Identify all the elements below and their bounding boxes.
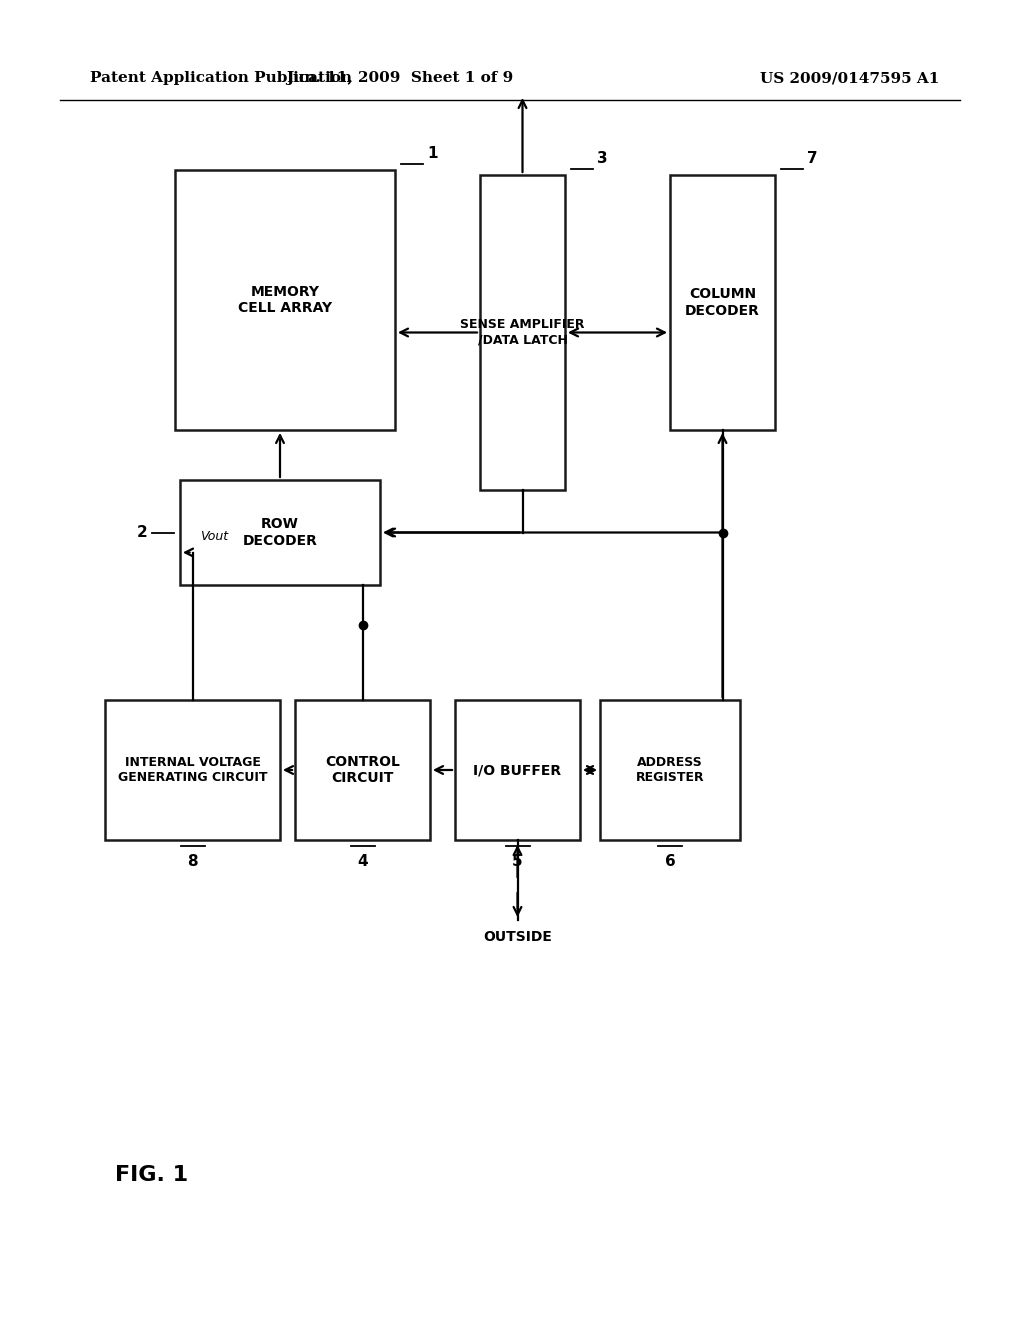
Text: INTERNAL VOLTAGE
GENERATING CIRCUIT: INTERNAL VOLTAGE GENERATING CIRCUIT <box>118 756 267 784</box>
Text: ROW
DECODER: ROW DECODER <box>243 517 317 548</box>
Text: 6: 6 <box>665 854 676 869</box>
Text: Jun. 11, 2009  Sheet 1 of 9: Jun. 11, 2009 Sheet 1 of 9 <box>287 71 514 84</box>
Text: 2: 2 <box>137 525 148 540</box>
Text: 7: 7 <box>807 150 817 166</box>
Text: SENSE AMPLIFIER
/DATA LATCH: SENSE AMPLIFIER /DATA LATCH <box>460 318 585 346</box>
Bar <box>455 700 580 840</box>
Text: US 2009/0147595 A1: US 2009/0147595 A1 <box>760 71 939 84</box>
Text: 5: 5 <box>512 854 523 869</box>
Text: OUTSIDE: OUTSIDE <box>483 931 552 944</box>
Text: ADDRESS
REGISTER: ADDRESS REGISTER <box>636 756 705 784</box>
Bar <box>480 176 565 490</box>
Text: Patent Application Publication: Patent Application Publication <box>90 71 352 84</box>
Text: CONTROL
CIRCUIT: CONTROL CIRCUIT <box>325 755 400 785</box>
Text: 8: 8 <box>187 854 198 869</box>
Text: 3: 3 <box>597 150 607 166</box>
Bar <box>670 176 775 430</box>
Bar <box>105 700 280 840</box>
Bar <box>180 480 380 585</box>
Bar <box>295 700 430 840</box>
Bar <box>600 700 740 840</box>
Text: 4: 4 <box>357 854 368 869</box>
Text: 1: 1 <box>427 147 437 161</box>
Text: MEMORY
CELL ARRAY: MEMORY CELL ARRAY <box>238 285 332 315</box>
Text: FIG. 1: FIG. 1 <box>115 1166 188 1185</box>
Bar <box>175 170 395 430</box>
Text: Vout: Vout <box>201 529 228 543</box>
Text: I/O BUFFER: I/O BUFFER <box>473 763 561 777</box>
Text: COLUMN
DECODER: COLUMN DECODER <box>685 288 760 318</box>
